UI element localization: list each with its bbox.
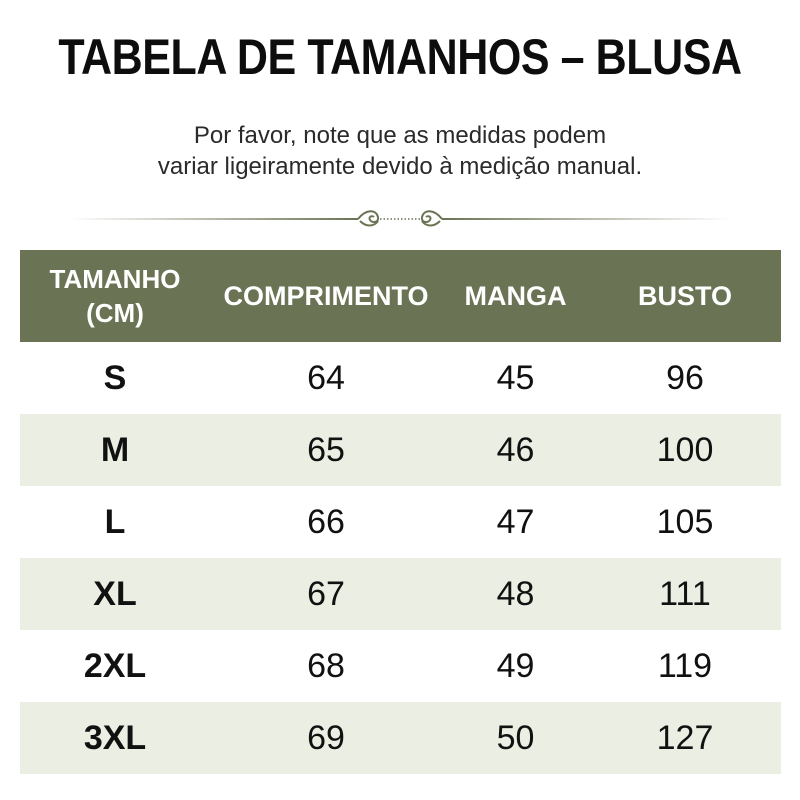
bust-cell: 119 bbox=[657, 646, 713, 685]
size-cell: L bbox=[104, 502, 126, 541]
length-cell: 69 bbox=[210, 702, 442, 774]
left-scroll-ornament bbox=[357, 210, 380, 227]
right-scroll-ornament bbox=[420, 210, 443, 227]
bust-cell: 111 bbox=[589, 558, 781, 630]
table-header-row: TAMANHO (CM) COMPRIMENTO MANGA BUSTO bbox=[20, 250, 781, 342]
length-cell: 67 bbox=[210, 558, 442, 630]
column-header-bust: BUSTO bbox=[589, 250, 781, 342]
column-header-sleeve: MANGA bbox=[442, 250, 589, 342]
measurement-note-line-2: variar ligeiramente devido à medição man… bbox=[157, 153, 643, 180]
table-row: 3XL 69 50 127 bbox=[20, 702, 781, 774]
size-cell: 3XL bbox=[20, 702, 210, 774]
bust-cell: 105 bbox=[656, 502, 714, 541]
page-title: TABELA DE TAMANHOS – BLUSA bbox=[58, 29, 742, 85]
measurement-note-line-1: Por favor, note que as medidas podem bbox=[193, 122, 607, 149]
sleeve-cell: 48 bbox=[442, 558, 589, 630]
length-cell: 64 bbox=[307, 358, 345, 397]
length-cell: 66 bbox=[307, 502, 345, 541]
ornamental-divider bbox=[70, 210, 730, 227]
length-cell: 68 bbox=[307, 646, 345, 685]
column-header-length: COMPRIMENTO bbox=[210, 250, 442, 342]
sleeve-cell: 47 bbox=[496, 502, 535, 541]
table-row: 2XL 68 49 119 bbox=[20, 630, 781, 702]
length-cell: 65 bbox=[210, 414, 442, 486]
sleeve-cell: 46 bbox=[442, 414, 589, 486]
table-row: XL 67 48 111 bbox=[20, 558, 781, 630]
sleeve-cell: 45 bbox=[496, 358, 535, 397]
column-header-size-line-1: TAMANHO bbox=[49, 264, 181, 294]
size-cell: XL bbox=[20, 558, 210, 630]
measurement-note: Por favor, note que as medidas podem var… bbox=[0, 120, 800, 182]
sleeve-cell: 50 bbox=[442, 702, 589, 774]
size-cell: 2XL bbox=[83, 646, 147, 685]
bust-cell: 127 bbox=[589, 702, 781, 774]
size-cell: S bbox=[103, 358, 127, 397]
column-header-size: TAMANHO (CM) bbox=[20, 250, 210, 342]
table-row: L 66 47 105 bbox=[20, 486, 781, 558]
bust-cell: 96 bbox=[666, 358, 704, 397]
table-row: S 64 45 96 bbox=[20, 342, 781, 414]
table-row: M 65 46 100 bbox=[20, 414, 781, 486]
column-header-size-line-2: (CM) bbox=[86, 298, 144, 328]
size-cell: M bbox=[20, 414, 210, 486]
bust-cell: 100 bbox=[589, 414, 781, 486]
sleeve-cell: 49 bbox=[496, 646, 535, 685]
size-chart-table: TAMANHO (CM) COMPRIMENTO MANGA BUSTO S 6… bbox=[20, 250, 781, 774]
